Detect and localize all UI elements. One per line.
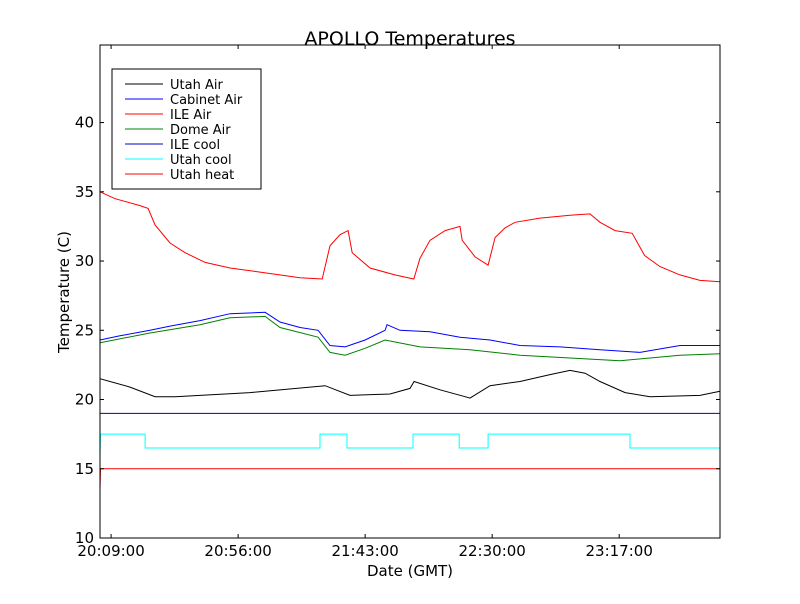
- legend-label: Utah heat: [170, 168, 234, 183]
- series-line-utah-cool: [99, 433, 720, 455]
- series-line-utah-heat: [99, 191, 721, 283]
- y-axis-label: Temperature (C): [55, 231, 73, 354]
- y-tick-label: 15: [75, 460, 94, 478]
- plot-frame: [99, 44, 721, 539]
- y-tick-label: 10: [75, 529, 94, 547]
- x-tick-label: 23:17:00: [586, 542, 653, 560]
- series-layer: [99, 191, 721, 490]
- series-line-cabinet-air: [99, 311, 720, 353]
- x-tick-label: 20:56:00: [204, 542, 271, 560]
- y-tick-label: 35: [75, 183, 94, 201]
- legend-label: Utah cool: [170, 153, 232, 168]
- series-line-utah-air: [99, 369, 721, 399]
- x-tick-label: 21:43:00: [331, 542, 398, 560]
- legend-label: ILE Air: [170, 108, 212, 123]
- y-tick-label: 20: [75, 391, 94, 409]
- x-tick-label: 20:09:00: [77, 542, 144, 560]
- y-tick-label: 25: [75, 321, 94, 339]
- y-tick-label: 40: [75, 114, 94, 132]
- axis-ticks: 20:09:00 20:56:00 21:43:00 22:30:00 23:17:00…: [75, 45, 720, 560]
- x-tick-label: 22:30:00: [458, 542, 525, 560]
- legend-label: Dome Air: [170, 123, 231, 138]
- x-axis-label: Date (GMT): [367, 562, 453, 580]
- legend-label: Cabinet Air: [170, 93, 243, 108]
- y-tick-label: 30: [75, 252, 94, 270]
- series-line-ile-air: [99, 468, 720, 490]
- series-line-dome-air: [99, 315, 721, 362]
- legend-label: Utah Air: [170, 78, 223, 93]
- chart-title: APOLLO Temperatures: [304, 28, 515, 50]
- legend-label: ILE cool: [170, 138, 220, 153]
